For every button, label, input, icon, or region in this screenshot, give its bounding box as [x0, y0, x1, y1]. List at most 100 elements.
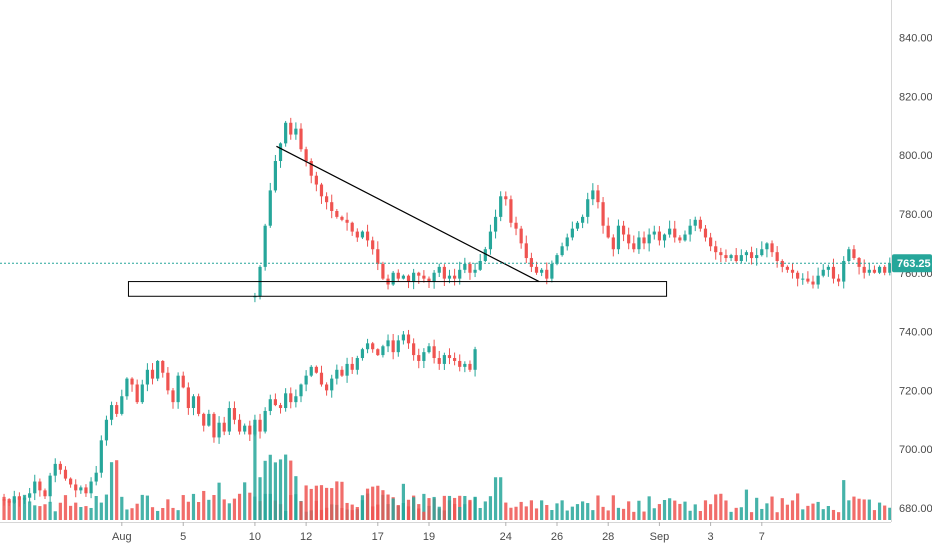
candle-body [478, 260, 482, 270]
time-tick-label: 10 [249, 531, 261, 543]
candle-body [596, 190, 600, 203]
candle-body [678, 237, 682, 241]
volume-bar [99, 502, 103, 520]
volume-bar [719, 493, 723, 520]
volume-bar [447, 495, 452, 520]
candle-body [268, 190, 272, 226]
volume-bar [161, 508, 165, 520]
volume-bar [785, 504, 789, 520]
candle-body [58, 463, 62, 470]
price-tick-label: 800.00 [899, 150, 932, 162]
candle-body [709, 237, 713, 247]
candle-body [570, 228, 574, 238]
volume-bar [857, 498, 861, 520]
candle-body [780, 260, 784, 267]
candle-body [161, 360, 165, 373]
candle-body [888, 263, 892, 273]
candle-body [796, 272, 800, 279]
candle-body [22, 497, 27, 500]
volume-bar [581, 501, 585, 520]
volume-bar [309, 488, 313, 520]
candle-body [463, 263, 467, 270]
volume-bar [79, 507, 83, 520]
candle-body [104, 419, 109, 441]
candle-body [360, 231, 365, 238]
candle-body [765, 243, 769, 250]
drawings[interactable] [127, 145, 668, 297]
candle-body [575, 222, 580, 229]
volume-bar [12, 499, 16, 520]
candle-body [673, 228, 677, 238]
volume-bar [575, 504, 580, 520]
volume-bar [284, 454, 288, 520]
candle-body [749, 252, 754, 259]
volume-bar [842, 480, 846, 520]
time-tick-label: 17 [372, 531, 384, 543]
candle-body [304, 375, 308, 385]
volume-bar [442, 495, 446, 520]
candle-body [145, 369, 149, 385]
candle-body [463, 363, 467, 367]
candle-body [401, 275, 405, 279]
volume-bar [591, 510, 595, 520]
volume-bar [872, 510, 877, 520]
volume-bar [33, 505, 37, 520]
candle-body [115, 405, 119, 414]
volume-bar [780, 498, 784, 520]
candle-body [191, 396, 196, 409]
candle-body [340, 369, 344, 376]
candle-body [627, 234, 631, 244]
support-zone-box[interactable] [127, 281, 668, 297]
candle-body [693, 219, 697, 226]
volume-bar [7, 498, 11, 520]
time-axis[interactable]: 29Aug510121719242628Sep37 [0, 522, 891, 543]
candle-body [345, 219, 349, 223]
candle-body [509, 199, 513, 223]
volume-bar [606, 510, 610, 520]
candle-body [442, 355, 446, 364]
candle-body [396, 272, 400, 279]
candle-body [360, 349, 365, 359]
candle-body [396, 340, 400, 353]
candle-body [284, 122, 288, 144]
volume-bar [278, 459, 283, 520]
volume-bar [212, 495, 216, 520]
volume-bar [652, 508, 656, 520]
candle-body [406, 334, 411, 344]
price-tick-label: 700.00 [899, 444, 932, 456]
candle-body [831, 266, 836, 279]
volume-bar [2, 496, 6, 520]
volume-bar [140, 494, 144, 520]
candle-body [785, 266, 789, 270]
volume-bar [48, 501, 52, 520]
candle-body [319, 184, 324, 197]
candle-body [729, 255, 733, 259]
volume-bar [831, 509, 836, 520]
volume-bar [202, 490, 206, 520]
volume-bar [43, 504, 47, 520]
price-tick-label: 740.00 [899, 327, 932, 339]
candle-body [63, 469, 68, 479]
candle-body [447, 275, 452, 279]
candle-body [140, 384, 144, 403]
candle-body [125, 378, 129, 397]
candle-body [601, 202, 605, 226]
descending-trendline[interactable] [276, 145, 540, 283]
volume-bar [765, 503, 769, 520]
volume-bar [69, 505, 73, 520]
volume-bar [150, 507, 155, 520]
candle-body [207, 413, 211, 426]
candle-body [314, 175, 318, 185]
candle-body [84, 487, 88, 494]
volume-bar [130, 508, 134, 520]
candle-body [391, 340, 395, 353]
price-tick-label: 840.00 [899, 33, 932, 45]
volume-bar [883, 505, 887, 520]
volume-bar [668, 498, 672, 520]
volume-bar [340, 481, 344, 520]
candle-body [488, 231, 493, 250]
volume-bar [89, 507, 93, 520]
volume-bar [145, 495, 149, 520]
candle-body [806, 278, 810, 282]
